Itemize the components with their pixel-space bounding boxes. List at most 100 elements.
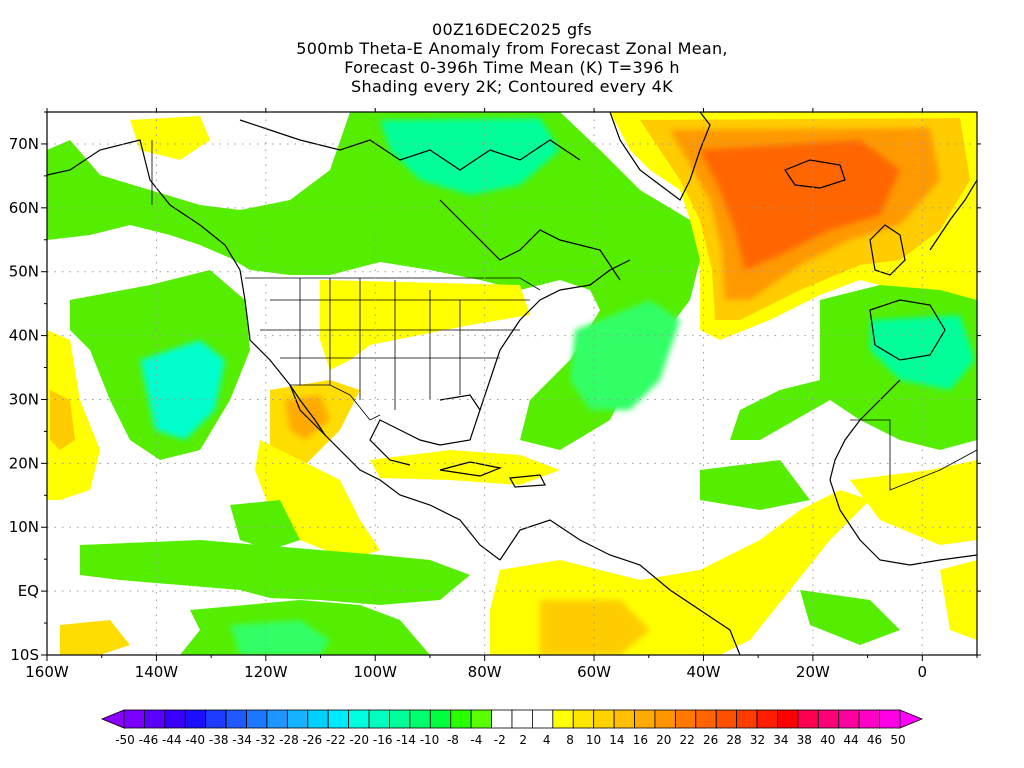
- colorbar-label: -2: [494, 733, 506, 747]
- colorbar-swatch: [205, 709, 227, 729]
- colorbar-label: 38: [797, 733, 812, 747]
- coast-arctic-islands: [239, 119, 581, 171]
- shade-canada-green: [47, 112, 700, 450]
- colorbar-swatch: [123, 709, 145, 729]
- coast-west-africa: [829, 379, 977, 566]
- title-line-1: 00Z16DEC2025 gfs: [431, 20, 592, 39]
- shade-west-atlantic-green: [570, 300, 680, 410]
- shade-caribbean-yellow: [370, 450, 560, 485]
- colorbar-label: -46: [139, 733, 159, 747]
- colorbar-swatch: [634, 709, 656, 729]
- colorbar-label: 2: [519, 733, 527, 747]
- y-tick-label: 60N: [9, 199, 39, 217]
- colorbar-swatch: [409, 709, 431, 729]
- coast-cuba: [439, 461, 503, 477]
- colorbar-label: -10: [420, 733, 440, 747]
- coast-pacific-northamerica: [239, 269, 501, 561]
- colorbar-label: 40: [820, 733, 835, 747]
- shade-south-america-orange: [540, 600, 650, 655]
- colorbar-label: -14: [396, 733, 416, 747]
- colorbar-label: -32: [256, 733, 276, 747]
- shade-us-yellow: [320, 280, 530, 370]
- colorbar-label: 14: [609, 733, 624, 747]
- shade-north-atlantic-darkorange: [700, 140, 900, 270]
- colorbar-swatch: [736, 709, 758, 729]
- colorbar-label: 50: [890, 733, 905, 747]
- y-tick-label: 20N: [9, 454, 39, 472]
- colorbar-swatch: [715, 709, 738, 729]
- y-tick-label: 70N: [9, 135, 39, 153]
- shade-gulf-alaska-yellow: [130, 116, 210, 160]
- x-tick-label: 0: [918, 663, 928, 681]
- coast-greenland: [609, 112, 711, 201]
- coast-hudson-labrador: [439, 199, 621, 281]
- shade-west-edge-yellow: [47, 330, 100, 500]
- colorbar-swatch: [613, 709, 635, 729]
- colorbar-swatch: [184, 709, 207, 729]
- colorbar-label: -16: [373, 733, 393, 747]
- colorbar: -50 -46 -44 -40 -38 -34 -32 -28 -26 -22 -20 -16 -14-…: [100, 709, 924, 747]
- colorbar-label: -26: [303, 733, 323, 747]
- graticule: [47, 112, 977, 655]
- colorbar-label: 34: [773, 733, 788, 747]
- anomaly-shading: [47, 112, 977, 655]
- colorbar-label: 26: [703, 733, 718, 747]
- colorbar-swatch: [144, 709, 166, 729]
- y-tick-label: 50N: [9, 263, 39, 281]
- colorbar-label: -28: [279, 733, 299, 747]
- colorbar-swatch: [470, 709, 492, 729]
- colorbar-swatch: [511, 709, 533, 729]
- x-tick-label: 60W: [577, 663, 611, 681]
- title-line-3: Forecast 0-396h Time Mean (K) T=396 h: [344, 58, 680, 77]
- coast-baja: [289, 384, 326, 436]
- colorbar-swatch: [491, 709, 513, 729]
- border-west-africa: [850, 419, 977, 491]
- colorbar-swatch: [368, 709, 390, 729]
- y-tick-label: EQ: [18, 582, 39, 600]
- colorbar-swatch: [817, 709, 840, 729]
- colorbar-label: -4: [470, 733, 482, 747]
- colorbar-label: 8: [566, 733, 574, 747]
- colorbar-label: 20: [656, 733, 671, 747]
- colorbar-swatch: [777, 709, 799, 729]
- colorbar-swatch: [348, 709, 370, 729]
- colorbar-label: 46: [867, 733, 882, 747]
- colorbar-swatch: [654, 709, 676, 729]
- colorbar-swatch: [858, 709, 880, 729]
- colorbar-label: -20: [349, 733, 369, 747]
- x-tick-label: 100W: [354, 663, 398, 681]
- colorbar-arrow-right: [899, 709, 924, 729]
- title-line-2: 500mb Theta-E Anomaly from Forecast Zona…: [296, 39, 728, 58]
- shade-tropical-green-3: [230, 500, 300, 550]
- x-tick-label: 40W: [687, 663, 721, 681]
- colorbar-swatch: [756, 709, 778, 729]
- colorbar-label: -22: [326, 733, 346, 747]
- colorbar-label: 10: [586, 733, 601, 747]
- colorbar-label: -40: [185, 733, 205, 747]
- shade-pacific-southwest-yellow: [60, 620, 130, 655]
- colorbar-swatch: [593, 709, 615, 729]
- coastlines: [47, 112, 977, 655]
- x-tick-label: 20W: [796, 663, 830, 681]
- coast-south-america: [499, 519, 741, 655]
- colorbar-swatch: [572, 709, 595, 729]
- shade-east-pacific-cyan: [140, 340, 225, 440]
- colorbar-swatch: [695, 709, 717, 729]
- colorbar-label: 4: [543, 733, 551, 747]
- colorbar-swatch: [164, 709, 186, 729]
- borders: [151, 140, 977, 491]
- colorbar-swatch: [327, 709, 350, 729]
- x-tick-label: 160W: [25, 663, 69, 681]
- shade-tropical-green-1: [80, 540, 470, 605]
- coast-iceland: [784, 159, 846, 189]
- shade-tropical-green-aqua: [230, 620, 330, 655]
- colorbar-swatch: [532, 709, 554, 729]
- plot-frame: [46, 111, 978, 656]
- x-tick-label: 80W: [468, 663, 502, 681]
- colorbar-swatch: [674, 709, 697, 729]
- colorbar-label: 32: [750, 733, 765, 747]
- colorbar-label: -50: [115, 733, 135, 747]
- y-tick-label: 10S: [10, 646, 39, 664]
- shade-africa-yellow: [850, 460, 977, 545]
